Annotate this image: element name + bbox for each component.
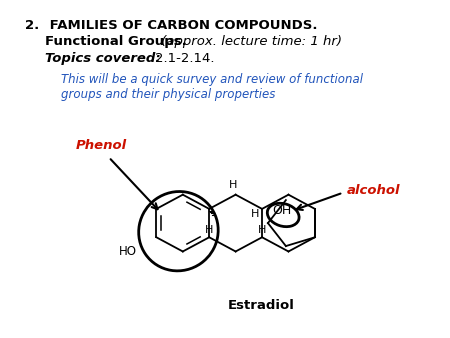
Text: This will be a quick survey and review of functional: This will be a quick survey and review o…: [61, 73, 363, 86]
Text: groups and their physical properties: groups and their physical properties: [61, 88, 275, 101]
Text: Topics covered:: Topics covered:: [45, 52, 161, 65]
Text: H: H: [258, 225, 266, 235]
Text: FAMILIES OF CARBON COMPOUNDS.: FAMILIES OF CARBON COMPOUNDS.: [45, 19, 318, 31]
Text: Functional Groups.: Functional Groups.: [45, 35, 187, 48]
Text: (approx. lecture time: 1 hr): (approx. lecture time: 1 hr): [157, 35, 342, 48]
Text: OH: OH: [272, 204, 292, 217]
Text: H: H: [229, 179, 238, 190]
Text: HO: HO: [119, 245, 137, 258]
Text: Phenol: Phenol: [76, 139, 126, 152]
Text: alcohol: alcohol: [346, 184, 400, 197]
Text: H: H: [251, 209, 259, 219]
Text: 2.: 2.: [25, 19, 39, 31]
Text: H: H: [205, 225, 213, 235]
Text: 2.1-2.14.: 2.1-2.14.: [155, 52, 215, 65]
Text: Estradiol: Estradiol: [228, 299, 295, 312]
